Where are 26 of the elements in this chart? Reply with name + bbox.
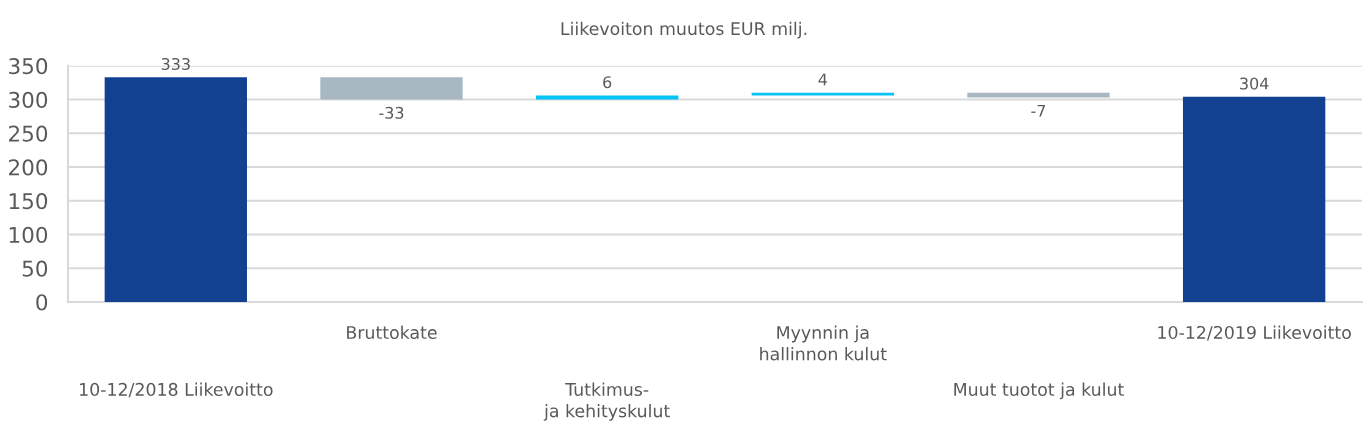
bar	[1182, 96, 1326, 302]
y-tick-label: 50	[22, 260, 48, 277]
y-tick-label: 0	[36, 294, 48, 311]
x-tick-label: Muut tuotot ja kulut	[954, 382, 1124, 400]
x-tick-label: 10-12/2018 Liikevoitto	[80, 382, 273, 398]
data-label: -33	[379, 106, 404, 119]
y-tick-label: 250	[9, 125, 48, 142]
x-tick-label: 10-12/2019 Liikevoitto	[1158, 325, 1351, 341]
y-tick-label: 350	[9, 57, 48, 75]
x-tick-label: Bruttokate	[347, 325, 437, 340]
y-tick-label: 150	[9, 192, 48, 210]
bar	[535, 95, 679, 100]
x-tick-label: Tutkimus- ja kehityskulut	[543, 382, 670, 421]
bar	[104, 77, 247, 302]
bar	[967, 92, 1110, 98]
data-label: 333	[161, 57, 190, 70]
data-label: 6	[603, 76, 612, 89]
y-tick-label: 200	[9, 159, 48, 176]
data-label: 304	[1240, 77, 1269, 90]
data-label: -7	[1031, 104, 1046, 117]
y-tick-label: 300	[9, 91, 48, 109]
data-label: 4	[818, 73, 827, 86]
x-tick-label: Myynnin ja hallinnon kulut	[760, 325, 887, 361]
chart-title: Liikevoiton muutos EUR milj.	[561, 21, 807, 39]
y-tick-label: 100	[9, 226, 48, 243]
bar	[320, 77, 463, 100]
